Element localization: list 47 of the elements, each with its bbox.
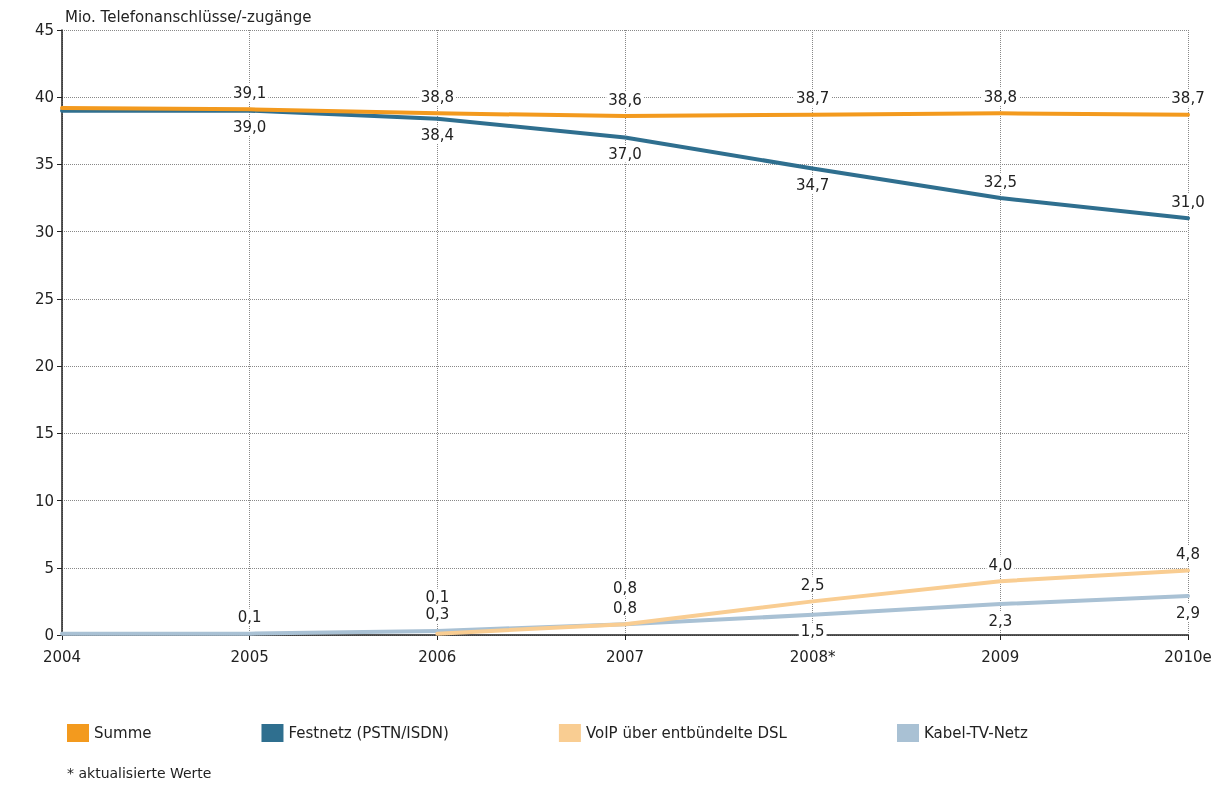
y-tick-label: 35	[34, 155, 54, 174]
data-label: 37,0	[608, 145, 642, 164]
data-label: 39,0	[232, 118, 267, 137]
y-tick-label: 20	[34, 357, 54, 376]
x-tick-label: 2009	[981, 647, 1020, 666]
data-label: 2,9	[1176, 603, 1200, 622]
x-tick-label: 2004	[42, 647, 82, 666]
data-label: 0,8	[613, 578, 637, 597]
y-tick-label: 45	[34, 21, 54, 39]
x-tick-label: 2006	[418, 647, 457, 666]
data-label: 0,1	[237, 608, 262, 627]
x-tick-label: 2005	[230, 647, 269, 666]
x-tick-label: 2008*	[789, 647, 836, 666]
data-label: 39,1	[232, 83, 267, 102]
data-label: 4,8	[1176, 544, 1200, 563]
data-label: 0,3	[425, 605, 450, 624]
text: * aktualisierte Werte	[67, 765, 212, 781]
data-label: 4,0	[988, 555, 1013, 574]
data-label: 2,3	[988, 611, 1013, 630]
x-tick-label: 2007	[605, 647, 645, 666]
data-label: 1,5	[800, 622, 825, 641]
data-label: 0,8	[613, 598, 637, 617]
y-tick-label: 30	[34, 222, 54, 241]
data-label: 34,7	[795, 175, 830, 194]
legend-label: Kabel-TV-Netz	[923, 724, 1028, 742]
y-axis-title: Mio. Telefonanschlüsse/-zugänge	[65, 7, 312, 26]
data-label: 38,8	[983, 87, 1018, 106]
legend-label: Summe	[94, 724, 152, 742]
x-tick-label: 2010e	[1164, 647, 1212, 666]
y-tick-label: 15	[34, 424, 54, 443]
data-label: 0,1	[425, 588, 450, 607]
data-label: 38,7	[795, 89, 830, 108]
data-label: 31,0	[1171, 192, 1205, 211]
y-tick-label: 5	[44, 558, 54, 577]
y-tick-label: 25	[34, 289, 54, 308]
data-label: 38,8	[420, 87, 455, 106]
legend-label: Festnetz (PSTN/ISDN)	[288, 724, 449, 742]
data-label: 2,5	[800, 575, 825, 594]
y-tick-label: 10	[34, 491, 54, 510]
line-series	[60, 105, 1190, 119]
data-label: 38,4	[420, 126, 455, 145]
y-tick-label: 0	[44, 626, 54, 644]
legend-label: VoIP über entbündelte DSL	[585, 724, 788, 742]
data-label: 38,7	[1171, 89, 1205, 108]
y-tick-label: 40	[34, 88, 54, 107]
data-label: 38,6	[608, 90, 642, 109]
data-label: 32,5	[983, 172, 1018, 191]
